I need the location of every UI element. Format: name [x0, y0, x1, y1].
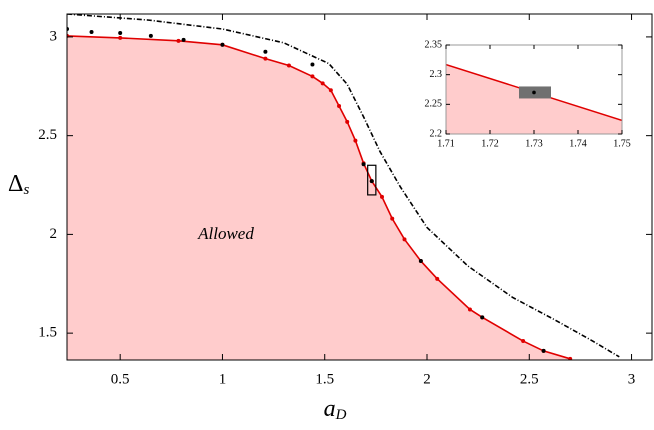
x-label-main: a — [324, 396, 336, 422]
point — [345, 119, 350, 124]
point — [310, 74, 315, 79]
point — [541, 348, 546, 353]
x-tick-label: 2 — [423, 371, 431, 387]
x-tick-label: 3 — [628, 371, 636, 387]
point — [176, 38, 181, 43]
point — [310, 62, 315, 67]
x-tick-label: 1.5 — [315, 371, 334, 387]
x-tick-label: 0.5 — [111, 371, 130, 387]
x-tick-label: 1.73 — [525, 138, 543, 149]
point — [402, 237, 407, 242]
allowed-area — [67, 35, 571, 360]
x-tick-label: 1.75 — [613, 138, 631, 149]
point — [263, 49, 268, 54]
x-axis-label: aD — [324, 396, 347, 424]
y-tick-label: 2.35 — [425, 39, 443, 50]
point — [532, 90, 536, 95]
point — [418, 259, 423, 264]
plot-area — [446, 63, 622, 134]
point — [263, 56, 268, 61]
point — [286, 63, 291, 68]
allowed-area — [446, 64, 622, 134]
y-tick-label: 2.2 — [430, 128, 443, 139]
point — [118, 35, 123, 40]
x-tick-label: 1.74 — [569, 138, 587, 149]
point — [361, 162, 366, 167]
point — [435, 276, 440, 281]
point — [467, 307, 472, 312]
point — [353, 138, 358, 143]
point — [320, 81, 325, 86]
point — [568, 356, 573, 360]
x-label-sub: D — [335, 407, 347, 423]
x-tick-label: 1 — [219, 371, 227, 387]
curve — [67, 35, 571, 360]
annotation: Allowed — [197, 224, 254, 243]
point — [181, 37, 186, 42]
y-tick-label: 1.5 — [38, 325, 57, 341]
point — [337, 104, 342, 109]
y-tick-label: 2 — [50, 226, 58, 242]
point — [521, 339, 526, 344]
y-tick-label: 2.3 — [430, 69, 443, 80]
y-label-sub: s — [23, 182, 29, 198]
plot-1: 1.71 1.72 1.73 1.74 1.75 2.2 2.25 2.3 2.35 — [425, 39, 631, 149]
y-tick-label: 2.5 — [38, 127, 57, 143]
y-label-main: Δ — [8, 171, 23, 197]
point — [380, 194, 384, 199]
point — [148, 33, 153, 38]
x-tick-label: 1.71 — [437, 138, 455, 149]
y-tick-label: 2.25 — [425, 99, 443, 110]
point — [220, 42, 225, 47]
point — [118, 30, 123, 35]
point — [390, 216, 395, 221]
y-axis-label: Δs — [8, 171, 29, 199]
plot-area — [67, 14, 620, 360]
point — [328, 88, 333, 93]
curve — [67, 14, 620, 358]
frame — [66, 13, 653, 361]
point — [369, 179, 374, 184]
x-tick-label: 1.72 — [481, 138, 499, 149]
x-tick-label: 2.5 — [520, 371, 539, 387]
zoom-box — [367, 164, 377, 196]
y-tick-label: 3 — [50, 28, 58, 44]
point — [480, 315, 485, 320]
point — [89, 29, 94, 34]
